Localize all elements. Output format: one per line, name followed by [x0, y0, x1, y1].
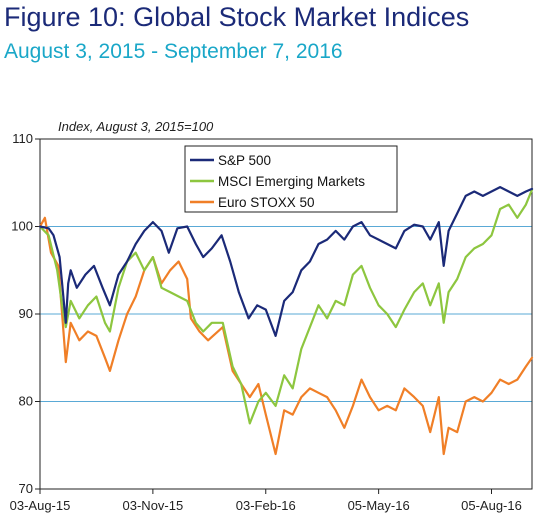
y-tick-label: 70	[19, 481, 33, 496]
y-axis-label: Index, August 3, 2015=100	[58, 119, 214, 134]
legend-label: MSCI Emerging Markets	[218, 174, 365, 189]
legend: S&P 500 MSCI Emerging Markets Euro STOXX 5…	[184, 145, 398, 213]
legend-box	[184, 145, 398, 213]
x-tick-label: 03-Feb-16	[236, 498, 296, 513]
x-axis-ticks: 03-Aug-15 03-Nov-15 03-Feb-16 05-May-16 05-A…	[10, 489, 522, 513]
series-line-s-p-500	[38, 186, 534, 337]
y-axis-ticks: 70 80 90 100 110	[11, 131, 40, 496]
y-tick-label: 90	[19, 306, 33, 321]
legend-label: Euro STOXX 50	[218, 195, 315, 210]
y-tick-label: 80	[19, 394, 33, 409]
y-tick-label: 110	[12, 131, 33, 146]
figure-title: Figure 10: Global Stock Market Indices	[4, 2, 470, 32]
figure-subtitle: August 3, 2015 - September 7, 2016	[4, 40, 343, 63]
x-tick-label: 05-May-16	[348, 498, 410, 513]
legend-label: S&P 500	[218, 153, 271, 168]
x-tick-label: 03-Aug-15	[10, 498, 71, 513]
x-tick-label: 03-Nov-15	[123, 498, 184, 513]
x-tick-label: 05-Aug-16	[461, 498, 522, 513]
series-line-euro-stoxx-50	[38, 216, 534, 456]
series-line-msci-emerging-markets	[38, 188, 534, 425]
y-tick-label: 100	[11, 219, 33, 234]
series-lines	[38, 186, 534, 456]
